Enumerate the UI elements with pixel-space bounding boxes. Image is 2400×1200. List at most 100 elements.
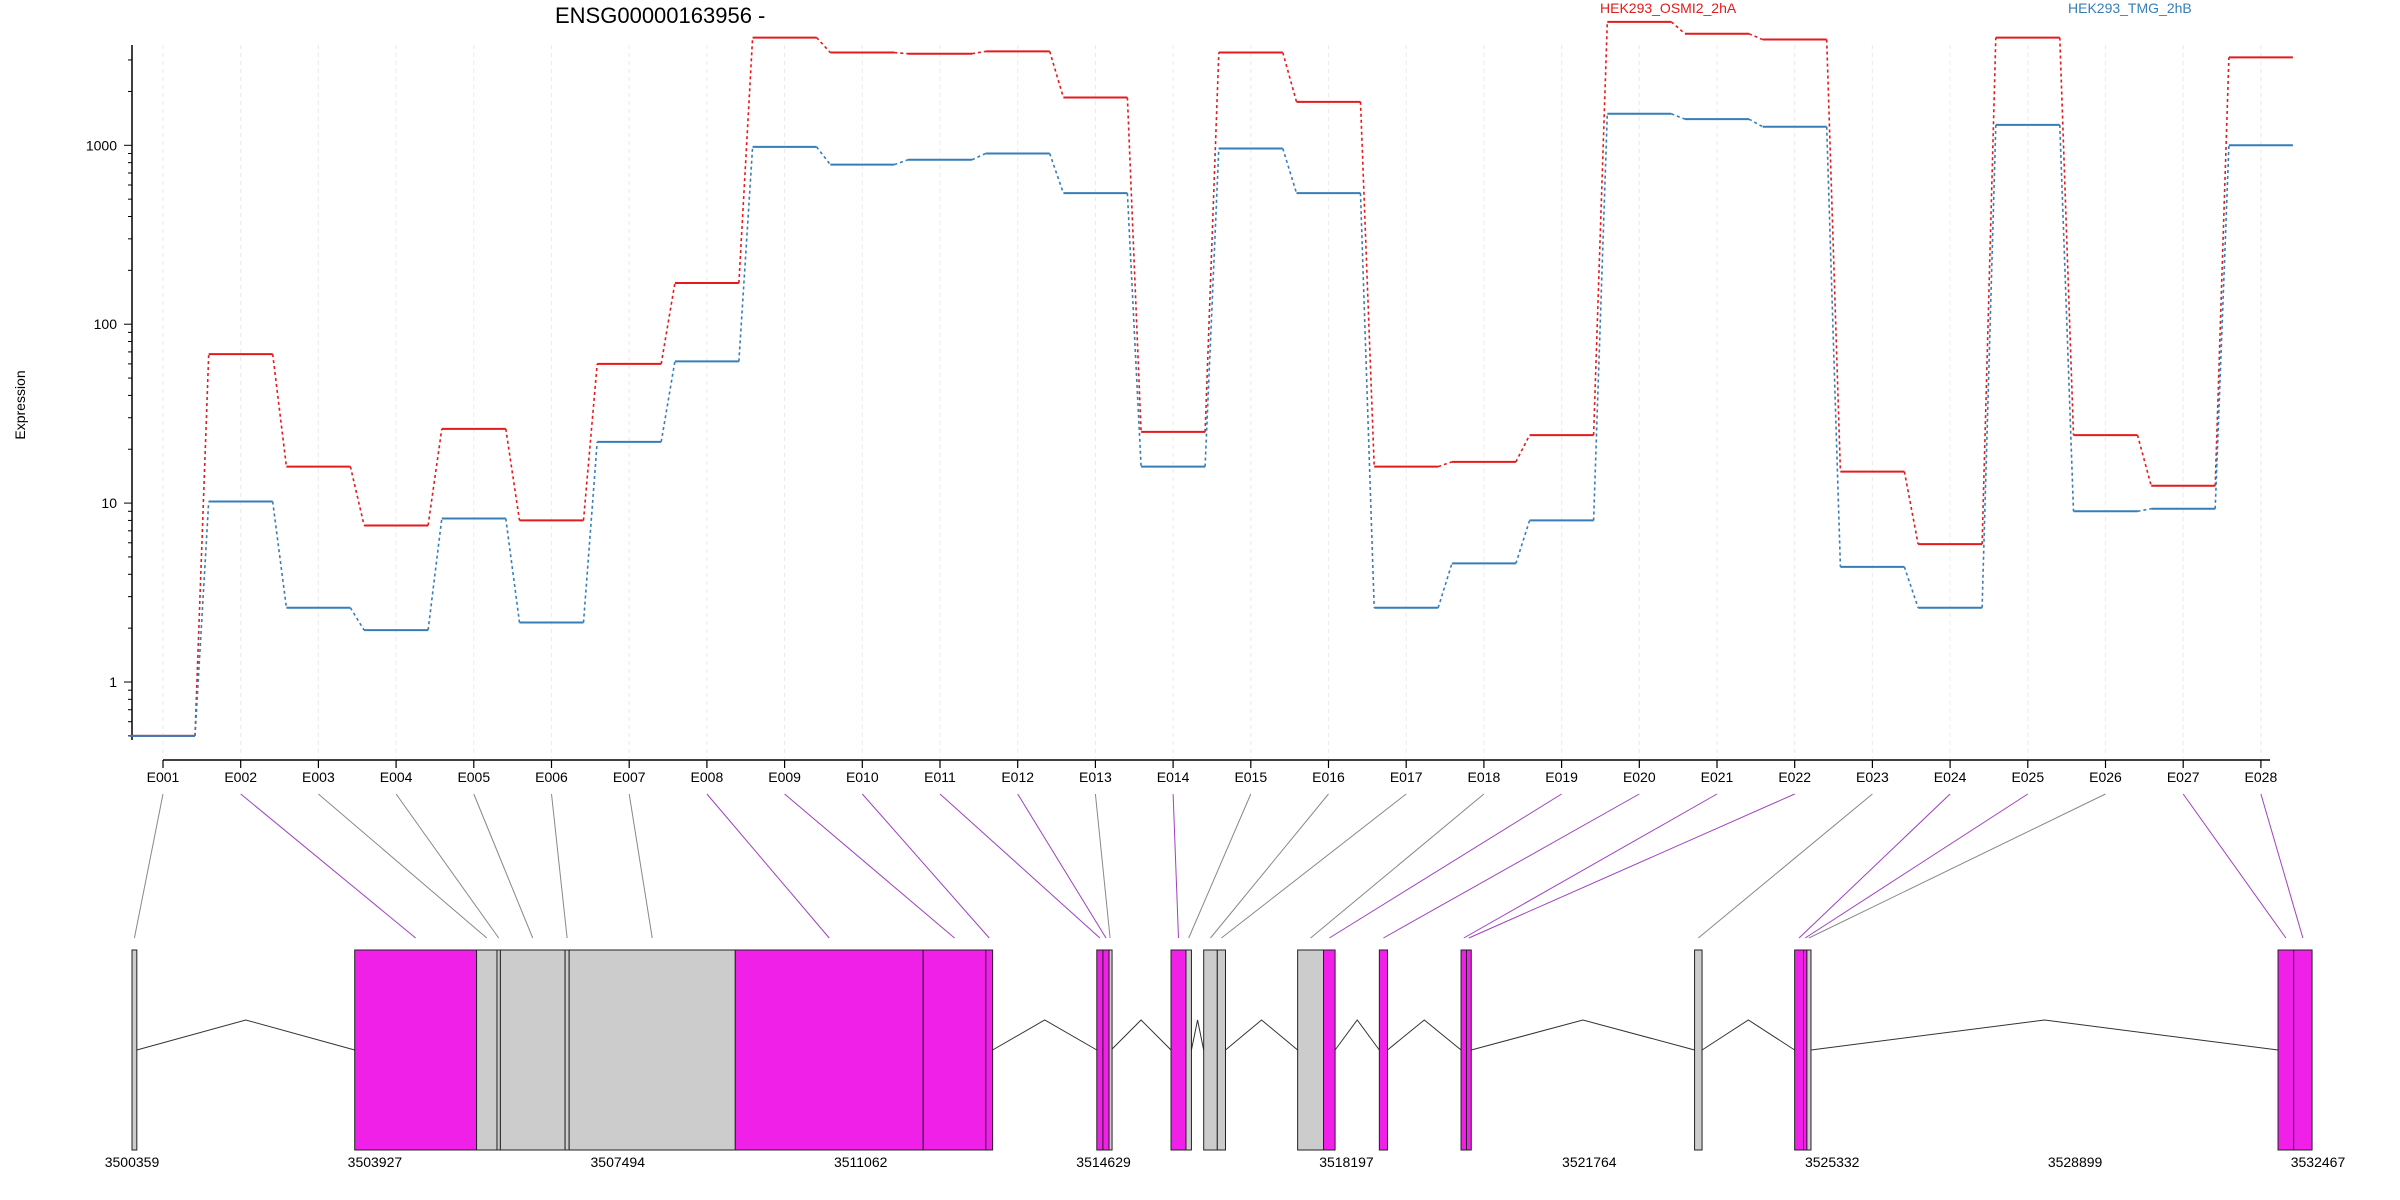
exon-connector — [240, 793, 416, 939]
exon-block — [1170, 949, 1187, 1151]
series-transition — [2136, 434, 2152, 486]
exon-block — [2277, 949, 2295, 1151]
x-tick-label: E011 — [924, 769, 956, 785]
series-transition — [1515, 520, 1531, 564]
series-transition — [1981, 124, 1997, 608]
exon-block — [1802, 949, 1808, 1151]
exon-connector — [1808, 793, 2106, 939]
series-transition — [1282, 52, 1298, 103]
genome-coordinate-label: 3521764 — [1562, 1154, 1617, 1170]
x-tick-label: E012 — [1001, 769, 1034, 785]
intron-arc — [1110, 1019, 1172, 1051]
intron-arc — [1810, 1019, 2279, 1051]
series-transition — [505, 428, 521, 521]
series-transition — [582, 441, 598, 623]
series-transition — [894, 159, 909, 166]
series-transition — [2214, 145, 2230, 509]
genome-coordinate-label: 3528899 — [2048, 1154, 2103, 1170]
exon-connector — [1210, 793, 1329, 939]
x-gridlines — [162, 45, 2262, 758]
y-axis-title: Expression — [12, 370, 28, 439]
x-tick-label: E027 — [2167, 769, 2200, 785]
x-tick-label: E017 — [1390, 769, 1423, 785]
exon-block — [1465, 949, 1472, 1151]
exon-connector — [1329, 793, 1562, 939]
series-transition — [2214, 57, 2230, 486]
exon-block — [1096, 949, 1104, 1151]
exon-block — [1806, 949, 1812, 1151]
exon-connector — [706, 793, 830, 939]
x-tick-label: E002 — [224, 769, 257, 785]
x-tick-label: E026 — [2089, 769, 2122, 785]
exon-connector — [1172, 793, 1179, 939]
series-transition — [2137, 507, 2152, 513]
genome-coordinate-label: 3525332 — [1805, 1154, 1860, 1170]
series-transition — [1048, 153, 1065, 194]
genome-coordinate-label: 3511062 — [834, 1154, 888, 1170]
exon-connector — [318, 793, 488, 939]
genome-coordinate-label: 3507494 — [591, 1154, 646, 1170]
x-tick-label: E028 — [2245, 769, 2278, 785]
y-axis-ticks: 1 10 100 1000 — [86, 59, 132, 737]
exon-block — [1378, 949, 1389, 1151]
exon-block — [1216, 949, 1226, 1151]
series-transition — [1592, 113, 1609, 521]
chart-title: ENSG00000163956 - — [555, 3, 765, 28]
exon-block — [476, 949, 498, 1151]
exon-block — [564, 949, 570, 1151]
x-tick-label: E013 — [1079, 769, 1112, 785]
series-transition — [1359, 101, 1375, 467]
series-transition — [349, 466, 365, 526]
x-tick-label: E009 — [768, 769, 801, 785]
exon-block — [922, 949, 987, 1151]
x-tick-label: E005 — [457, 769, 490, 785]
genome-coordinate-label: 3503927 — [348, 1154, 403, 1170]
series-transition — [1903, 566, 1919, 609]
legend-label-series-1: HEK293_OSMI2_2hA — [1600, 0, 1737, 16]
exon-connector — [861, 793, 990, 939]
x-tick-label: E015 — [1234, 769, 1267, 785]
gene-model — [131, 949, 2313, 1151]
intron-arc — [1471, 1019, 1695, 1051]
x-tick-label: E016 — [1312, 769, 1345, 785]
exon-block — [1203, 949, 1218, 1151]
y-tick-label: 10 — [101, 495, 117, 511]
series-transition — [816, 37, 831, 54]
x-tick-label: E008 — [691, 769, 724, 785]
exon-block — [354, 949, 478, 1151]
series-transition — [660, 282, 676, 365]
series-transition — [1670, 21, 1686, 35]
series-transition — [971, 50, 986, 55]
exon-block — [734, 949, 924, 1151]
expression-series — [130, 20, 2293, 737]
series-transition — [271, 501, 288, 608]
exon-block — [499, 949, 566, 1151]
exon-connector — [133, 793, 164, 939]
exon-connector — [2182, 793, 2287, 939]
exon-connector — [1017, 793, 1107, 939]
exon-block — [1102, 949, 1110, 1151]
x-tick-label: E014 — [1157, 769, 1190, 785]
series-line — [130, 20, 2293, 737]
genome-coordinate-label: 3514629 — [1076, 1154, 1131, 1170]
series-transition — [505, 518, 521, 623]
x-tick-label: E020 — [1623, 769, 1656, 785]
series-transition — [194, 354, 210, 736]
x-tick-label: E018 — [1468, 769, 1501, 785]
series-transition — [894, 51, 909, 55]
series-transition — [427, 518, 443, 631]
series-transition — [1748, 118, 1764, 128]
series-transition — [349, 607, 365, 631]
series-transition — [1671, 113, 1686, 120]
series-transition — [427, 428, 443, 526]
legend-label-series-2: HEK293_TMG_2hB — [2068, 0, 2192, 16]
intron-arc — [1334, 1019, 1380, 1051]
series-transition — [1282, 148, 1298, 194]
exon-connector — [2260, 793, 2304, 939]
exon-block — [131, 949, 138, 1151]
x-tick-label: E001 — [147, 769, 180, 785]
exon-connector — [1463, 793, 1718, 939]
series-transition — [1126, 97, 1142, 432]
series-transition — [1126, 193, 1142, 467]
